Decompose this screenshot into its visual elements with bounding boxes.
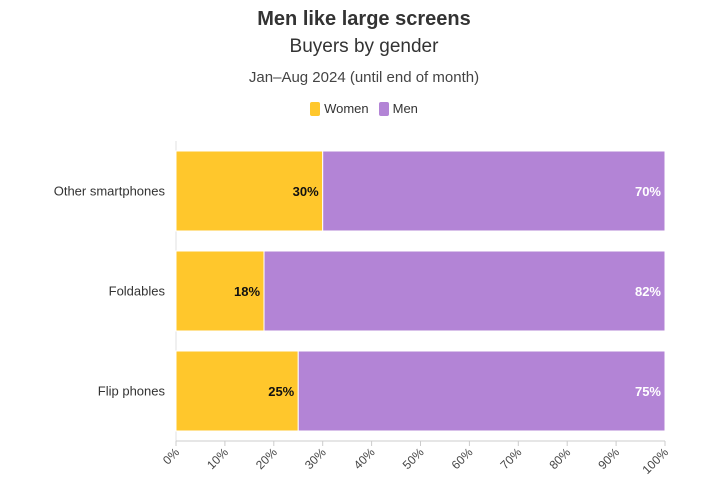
- x-tick-label: 10%: [204, 445, 231, 472]
- bar-women: [175, 250, 265, 332]
- category-label: Flip phones: [98, 384, 166, 399]
- x-tick-label: 60%: [449, 445, 476, 472]
- category-label: Foldables: [109, 284, 166, 299]
- legend-swatch-women: [310, 101, 321, 116]
- data-label-women: 25%: [268, 384, 294, 399]
- data-label-women: 30%: [293, 184, 319, 199]
- x-tick-label: 50%: [400, 445, 427, 472]
- bar-women: [175, 150, 324, 232]
- bar-men: [297, 350, 666, 432]
- x-tick-label: 90%: [595, 445, 622, 472]
- x-tick-label: 0%: [160, 445, 182, 467]
- x-tick-label: 80%: [546, 445, 573, 472]
- category-label: Other smartphones: [54, 184, 166, 199]
- chart-legend: Women Men: [0, 101, 728, 116]
- bar-men: [322, 150, 666, 232]
- bar-men: [263, 250, 666, 332]
- chart-subtitle: Buyers by gender: [289, 36, 439, 57]
- legend-label-women: Women: [324, 101, 369, 116]
- x-tick-label: 70%: [498, 445, 525, 472]
- legend-label-men: Men: [392, 101, 418, 116]
- data-label-men: 70%: [635, 184, 661, 199]
- chart-caption: Jan–Aug 2024 (until end of month): [248, 69, 480, 86]
- data-label-men: 75%: [635, 384, 661, 399]
- bar-women: [175, 350, 299, 432]
- legend-swatch-men: [378, 101, 389, 116]
- chart-title: Men like large screens: [257, 8, 471, 30]
- x-tick-label: 30%: [302, 445, 329, 472]
- data-label-women: 18%: [234, 284, 260, 299]
- x-tick-label: 20%: [253, 445, 280, 472]
- x-tick-label: 100%: [640, 445, 672, 477]
- legend-item-women[interactable]: Women: [310, 101, 369, 116]
- legend-item-men[interactable]: Men: [378, 101, 418, 116]
- data-label-men: 82%: [635, 284, 661, 299]
- x-tick-label: 40%: [351, 445, 378, 472]
